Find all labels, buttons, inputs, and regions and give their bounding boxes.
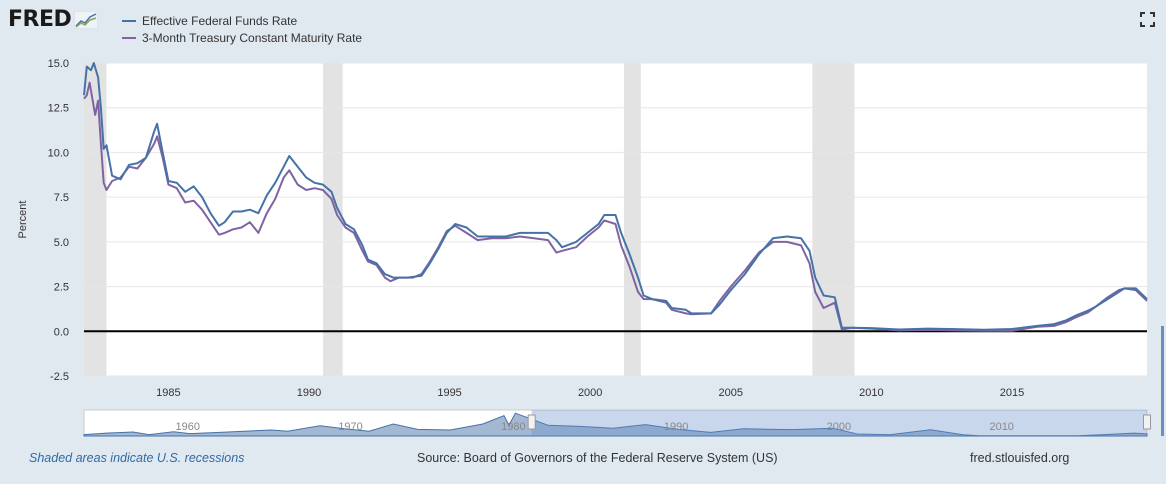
y-tick-label: 10.0 [48,147,69,159]
y-tick-label: 7.5 [54,192,69,204]
y-tick-label: 5.0 [54,237,69,249]
recession-band [323,63,343,376]
legend-swatch-tb3 [122,36,136,39]
y-tick-label: 0.0 [54,326,69,338]
navigator-tick-label: 2010 [989,421,1013,433]
x-tick-label: 1990 [297,387,321,399]
fullscreen-icon[interactable] [1140,12,1155,27]
y-axis-label: Percent [17,201,29,239]
chart-legend: Effective Federal Funds Rate 3-Month Tre… [122,12,362,46]
legend-item-fedfunds[interactable]: Effective Federal Funds Rate [122,12,362,29]
recession-band [623,63,641,376]
y-tick-label: 15.0 [48,58,69,70]
navigator-handle-left[interactable] [527,414,536,430]
legend-label-tb3: 3-Month Treasury Constant Maturity Rate [142,30,363,45]
fred-logo[interactable]: FRED [8,7,99,32]
line-graph-icon [74,10,99,29]
scrollbar-thumb[interactable] [1161,326,1164,436]
x-tick-label: 1995 [437,387,461,399]
y-tick-label: -2.5 [50,371,69,383]
plot-background [84,63,1147,376]
y-tick-label: 12.5 [48,103,69,115]
navigator-tick-label: 2000 [827,421,851,433]
x-tick-label: 1985 [156,387,180,399]
x-tick-label: 2000 [578,387,602,399]
navigator-tick-label: 1960 [176,421,200,433]
legend-swatch-fedfunds [122,19,136,22]
recession-band [812,63,855,376]
x-tick-label: 2010 [859,387,883,399]
fred-logo-text: FRED [8,7,72,32]
navigator-handle-right[interactable] [1143,414,1151,430]
source-text: Source: Board of Governors of the Federa… [417,451,778,465]
x-tick-label: 2015 [1000,387,1024,399]
navigator-tick-label: 1970 [338,421,362,433]
recessions-note-link[interactable]: Shaded areas indicate U.S. recessions [29,451,245,465]
navigator-selection[interactable] [531,410,1147,436]
legend-item-tb3[interactable]: 3-Month Treasury Constant Maturity Rate [122,29,362,46]
series-line-fedfunds [83,62,1148,331]
x-tick-label: 2005 [719,387,743,399]
y-tick-label: 2.5 [54,282,69,294]
site-link[interactable]: fred.stlouisfed.org [970,451,1070,465]
chart-area: 15.0 12.5 10.0 7.5 5.0 2.5 0.0 -2.5 1985 1990 1995… [17,58,1164,437]
navigator-tick-label: 1990 [664,421,688,433]
navigator-tick-label: 1980 [501,421,525,433]
legend-label-fedfunds: Effective Federal Funds Rate [142,13,298,28]
